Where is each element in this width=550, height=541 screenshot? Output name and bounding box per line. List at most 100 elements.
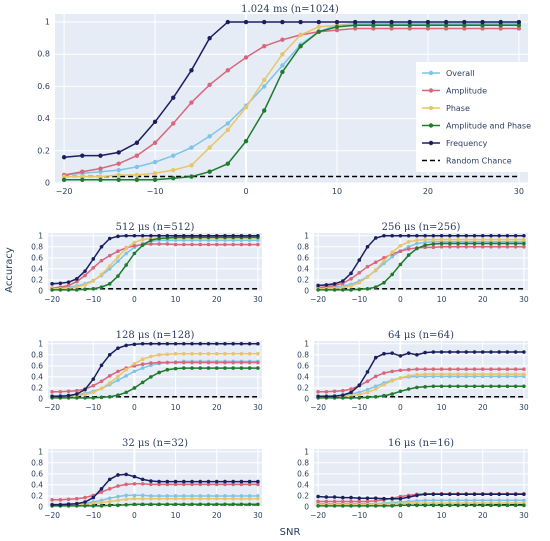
data-point-frequency xyxy=(448,492,452,497)
data-point-overall xyxy=(157,494,161,498)
data-point-frequency xyxy=(489,350,493,354)
data-point-amplitude xyxy=(349,387,353,391)
data-point-amplitude-and-phase xyxy=(157,502,161,507)
data-point-amplitude xyxy=(231,482,235,487)
data-point-amplitude xyxy=(498,26,503,31)
legend-marker-amplitude xyxy=(428,88,434,93)
data-point-amplitude xyxy=(214,360,219,365)
data-point-overall xyxy=(207,134,212,139)
data-point-frequency xyxy=(513,350,518,354)
data-point-frequency xyxy=(157,233,161,238)
data-point-phase xyxy=(223,351,227,356)
data-point-phase xyxy=(456,372,460,376)
data-point-amplitude-and-phase xyxy=(324,288,329,292)
data-point-frequency xyxy=(140,233,145,238)
data-point-amplitude xyxy=(448,367,452,371)
data-point-phase xyxy=(522,372,526,376)
data-point-amplitude xyxy=(522,367,526,371)
y-tick-label: 1 xyxy=(304,231,309,240)
data-point-phase xyxy=(165,352,170,357)
data-point-phase xyxy=(406,374,411,378)
data-point-amplitude-and-phase xyxy=(415,503,419,508)
data-point-overall xyxy=(262,84,267,89)
data-point-frequency xyxy=(316,283,320,288)
data-point-amplitude xyxy=(207,82,212,88)
y-tick-label: 1 xyxy=(38,339,43,348)
data-point-frequency xyxy=(98,153,103,158)
data-point-amplitude-and-phase xyxy=(505,384,510,389)
data-point-frequency xyxy=(373,236,378,240)
data-point-frequency xyxy=(439,350,444,354)
data-point-overall xyxy=(513,498,518,503)
data-point-amplitude xyxy=(382,371,386,375)
data-point-amplitude-and-phase xyxy=(140,502,145,507)
data-point-frequency xyxy=(456,233,460,238)
data-point-amplitude-and-phase xyxy=(149,375,153,379)
data-point-frequency xyxy=(357,496,362,500)
data-point-overall xyxy=(390,254,394,259)
data-point-overall xyxy=(149,494,153,498)
data-point-frequency xyxy=(425,19,431,25)
data-point-phase xyxy=(513,372,518,376)
data-point-amplitude xyxy=(357,270,362,275)
data-point-amplitude-and-phase xyxy=(489,503,493,508)
data-point-phase xyxy=(149,496,153,501)
data-point-frequency xyxy=(173,479,178,484)
data-point-amplitude xyxy=(247,242,252,247)
data-point-frequency xyxy=(431,492,436,497)
data-point-amplitude-and-phase xyxy=(239,366,244,370)
data-point-frequency xyxy=(448,350,452,354)
data-point-frequency xyxy=(66,502,71,507)
data-point-frequency xyxy=(132,342,137,347)
data-point-frequency xyxy=(480,492,485,497)
x-tick-label: −20 xyxy=(310,511,326,520)
data-point-frequency xyxy=(198,479,203,484)
legend-label-random-chance: Random Chance xyxy=(446,157,512,166)
data-point-amplitude-and-phase xyxy=(165,367,170,372)
x-tick-label: −10 xyxy=(351,403,367,412)
panel-title: 128 μs (n=128) xyxy=(116,330,195,341)
data-point-frequency xyxy=(373,355,378,360)
data-point-frequency xyxy=(423,233,427,238)
data-point-frequency xyxy=(505,350,510,354)
data-point-amplitude xyxy=(189,100,194,105)
data-point-amplitude-and-phase xyxy=(75,396,79,400)
data-point-frequency xyxy=(256,341,260,346)
data-point-amplitude-and-phase xyxy=(456,503,460,508)
data-point-frequency xyxy=(431,350,436,354)
data-point-overall xyxy=(206,494,211,498)
data-point-amplitude xyxy=(223,242,227,247)
data-point-amplitude xyxy=(58,498,63,502)
data-point-amplitude-and-phase xyxy=(98,177,103,182)
data-point-frequency xyxy=(423,350,427,355)
data-point-frequency xyxy=(423,492,427,497)
y-tick-label: 1 xyxy=(38,231,43,240)
data-point-frequency xyxy=(50,502,54,507)
data-point-phase xyxy=(247,496,252,501)
data-point-frequency xyxy=(99,486,104,491)
data-point-amplitude xyxy=(332,499,337,504)
data-point-amplitude xyxy=(140,482,145,486)
data-point-amplitude-and-phase xyxy=(464,503,469,508)
data-point-frequency xyxy=(190,479,194,484)
x-tick-label: −20 xyxy=(310,403,326,412)
data-point-phase xyxy=(134,172,140,178)
data-point-amplitude xyxy=(157,360,161,365)
data-point-frequency xyxy=(149,233,153,238)
x-tick-label: −20 xyxy=(44,511,60,520)
data-point-amplitude xyxy=(239,482,244,487)
y-tick-label: 1 xyxy=(38,447,43,456)
data-point-amplitude xyxy=(99,490,104,494)
data-point-amplitude-and-phase xyxy=(316,288,320,292)
y-tick-label: 0.4 xyxy=(297,264,309,273)
data-point-phase xyxy=(298,32,303,38)
data-point-amplitude xyxy=(206,482,211,487)
data-point-amplitude-and-phase xyxy=(398,262,403,267)
panel-title: 256 μs (n=256) xyxy=(382,222,461,233)
data-point-amplitude-and-phase xyxy=(83,504,87,508)
data-point-frequency xyxy=(173,233,178,238)
data-point-overall xyxy=(198,494,203,498)
data-point-frequency xyxy=(91,257,96,261)
x-tick-label: −10 xyxy=(85,511,101,520)
data-point-phase xyxy=(480,372,485,376)
